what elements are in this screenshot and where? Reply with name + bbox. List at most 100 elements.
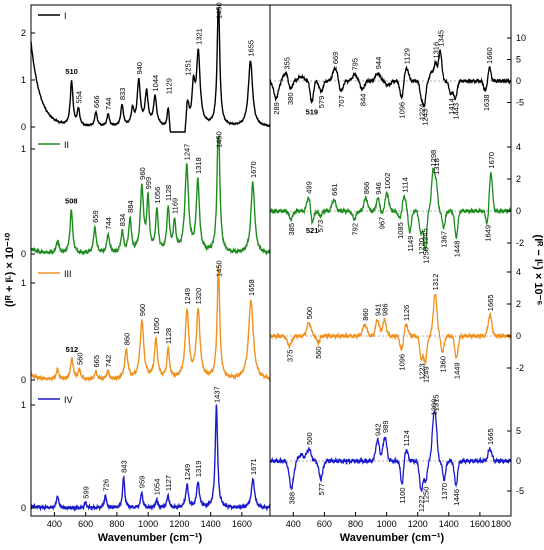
roa-peak-label: 989 [381,420,390,433]
roa-xtick-label: 1600 [470,519,490,529]
roa-peak-label: 355 [282,57,291,70]
roa-peak-label: 1243 [420,109,429,126]
roa-peak-label: 1222 [417,495,426,512]
roa-ytick-label-I: 0 [516,76,521,86]
roa-peak-label: 1649 [484,225,493,242]
roa-peak-label: 1245 [421,228,430,245]
raman-ytick-label-I: 1 [21,75,26,85]
plot-frame [30,4,512,517]
raman-ytick-label-IV: 1 [21,400,26,410]
raman-peak-label: 1658 [247,279,256,296]
raman-peak-label: 744 [104,217,113,230]
roa-ytick-label-II: -2 [516,238,524,248]
roa-peak-label: 1660 [485,47,494,64]
raman-peak-label: 1251 [183,59,192,76]
roa-peak-label: 1316 [432,42,441,59]
roa-peak-label: 521 [306,226,319,235]
roa-peak-label: 967 [377,217,386,230]
raman-peak-label: 999 [144,177,153,190]
raman-peak-label: 512 [66,345,79,354]
raman-ytick-label-III: 0 [21,375,26,385]
raman-series-I: 0 1 2 I 510 554 666 744 833 940 1044 1129 1251 1321 14… [21,2,271,133]
x-axis-label-right: Wavenumber (cm⁻¹) [340,532,445,544]
roa-peak-label: 944 [374,57,383,70]
roa-ytick-label-IV: -5 [516,486,524,496]
roa-peak-label: 792 [350,223,359,236]
roa-ytick-label-III: 0 [516,331,521,341]
roa-peak-label: 844 [358,94,367,107]
roa-peak-label: 1446 [452,489,461,506]
raman-series-label-IV: IV [64,395,73,405]
raman-ytick-label-I: 2 [21,28,26,38]
raman-peak-label: 1320 [194,288,203,305]
raman-peak-label: 1169 [171,198,180,214]
raman-peak-label: 1247 [183,144,192,161]
roa-peak-label: 1250 [421,487,430,504]
raman-peak-label: 959 [138,476,147,489]
roa-peak-label: 1298 [429,150,438,167]
raman-peak-label: 1054 [153,479,162,496]
raman-ytick-label-IV: 0 [21,503,26,513]
raman-series-label-I: I [64,11,67,21]
raman-peak-label: 1450 [214,131,223,148]
roa-peak-label: 388 [287,492,296,505]
roa-peak-label: 866 [362,182,371,195]
roa-peak-label: 1249 [421,366,430,383]
raman-peak-label: 1450 [214,2,223,19]
raman-series-IV: 0 1 IV 599 726 843 959 1054 1127 1249 1319 1437 1671 [21,386,271,513]
figure-frame: 400 600 800 1000 1200 1400 1600 400 600 800 1000 12… [30,4,512,529]
raman-xtick-label: 1400 [201,519,221,529]
roa-peak-label: 1220 [417,238,426,255]
roa-peak-label: 1124 [402,430,411,446]
roa-ytick-label-III: 4 [516,267,521,277]
raman-peak-label: 744 [104,98,113,111]
raman-peak-label: 884 [126,200,135,213]
roa-peak-label: 1100 [398,487,407,503]
raman-xtick-label: 800 [109,519,124,529]
raman-xtick-label: 1600 [232,519,252,529]
roa-peak-label: 573 [316,220,325,233]
roa-trace-I [269,49,512,108]
raman-trace-II [30,136,271,256]
raman-peak-label: 742 [104,355,113,368]
roa-peak-label: 1096 [398,354,407,371]
roa-peak-label: 1114 [400,177,409,193]
roa-peak-label: 986 [380,303,389,316]
roa-ytick-label-II: 4 [516,142,521,152]
roa-peak-label: 1448 [452,241,461,258]
roa-peak-label: 707 [337,95,346,108]
raman-peak-label: 599 [82,486,91,499]
roa-peak-label: 1149 [406,236,415,252]
raman-peak-label: 666 [92,95,101,108]
raman-peak-label: 1249 [183,464,192,481]
roa-peak-label: 1638 [482,94,491,111]
raman-xtick-label: 600 [78,519,93,529]
raman-peak-label: 1050 [152,318,161,335]
raman-peak-label: 554 [74,91,83,104]
raman-peak-label: 1321 [194,28,203,45]
raman-peak-label: 833 [118,88,127,101]
roa-peak-label: 946 [374,182,383,195]
roa-xtick-label: 400 [286,519,301,529]
raman-peak-label: 1249 [183,288,192,305]
raman-peak-label: 843 [120,460,129,473]
raman-trace-III [30,265,271,383]
roa-peak-label: 1126 [402,305,411,321]
roa-peak-label: 375 [285,350,294,363]
roa-peak-label: 1449 [452,362,461,379]
raman-peak-label: 1056 [153,187,162,204]
raman-xtick-label: 400 [47,519,62,529]
roa-peak-label: 1129 [403,48,412,64]
roa-ytick-label-I: 5 [516,55,521,65]
raman-peak-label: 508 [65,196,78,205]
raman-peak-label: 1670 [249,161,258,178]
raman-series-label-III: III [64,269,72,279]
roa-peak-label: 1670 [487,152,496,169]
roa-peak-label: 380 [286,92,295,105]
roa-ytick-label-II: 2 [516,174,521,184]
